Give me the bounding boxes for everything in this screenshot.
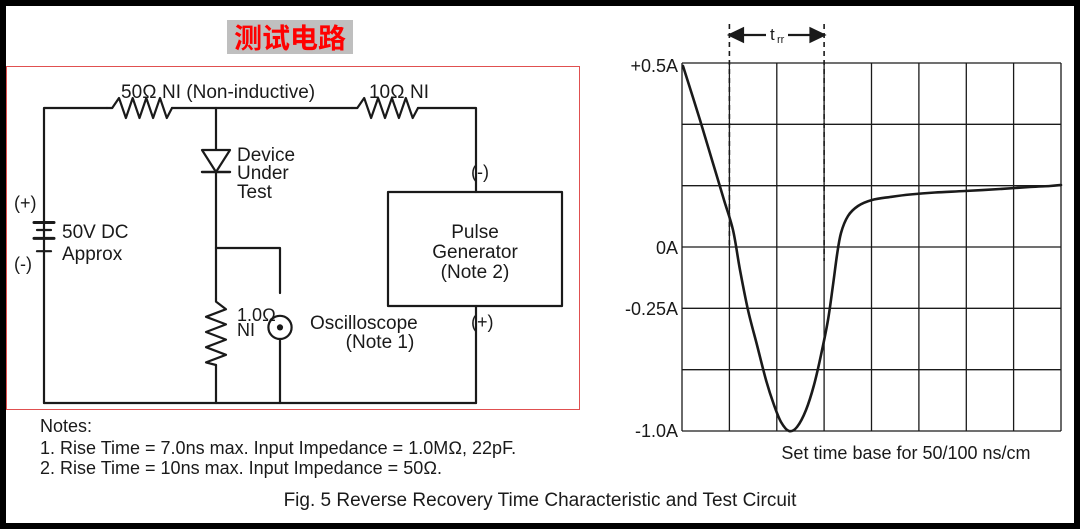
svg-text:t: t (770, 25, 775, 44)
svg-text:rr: rr (777, 34, 785, 46)
